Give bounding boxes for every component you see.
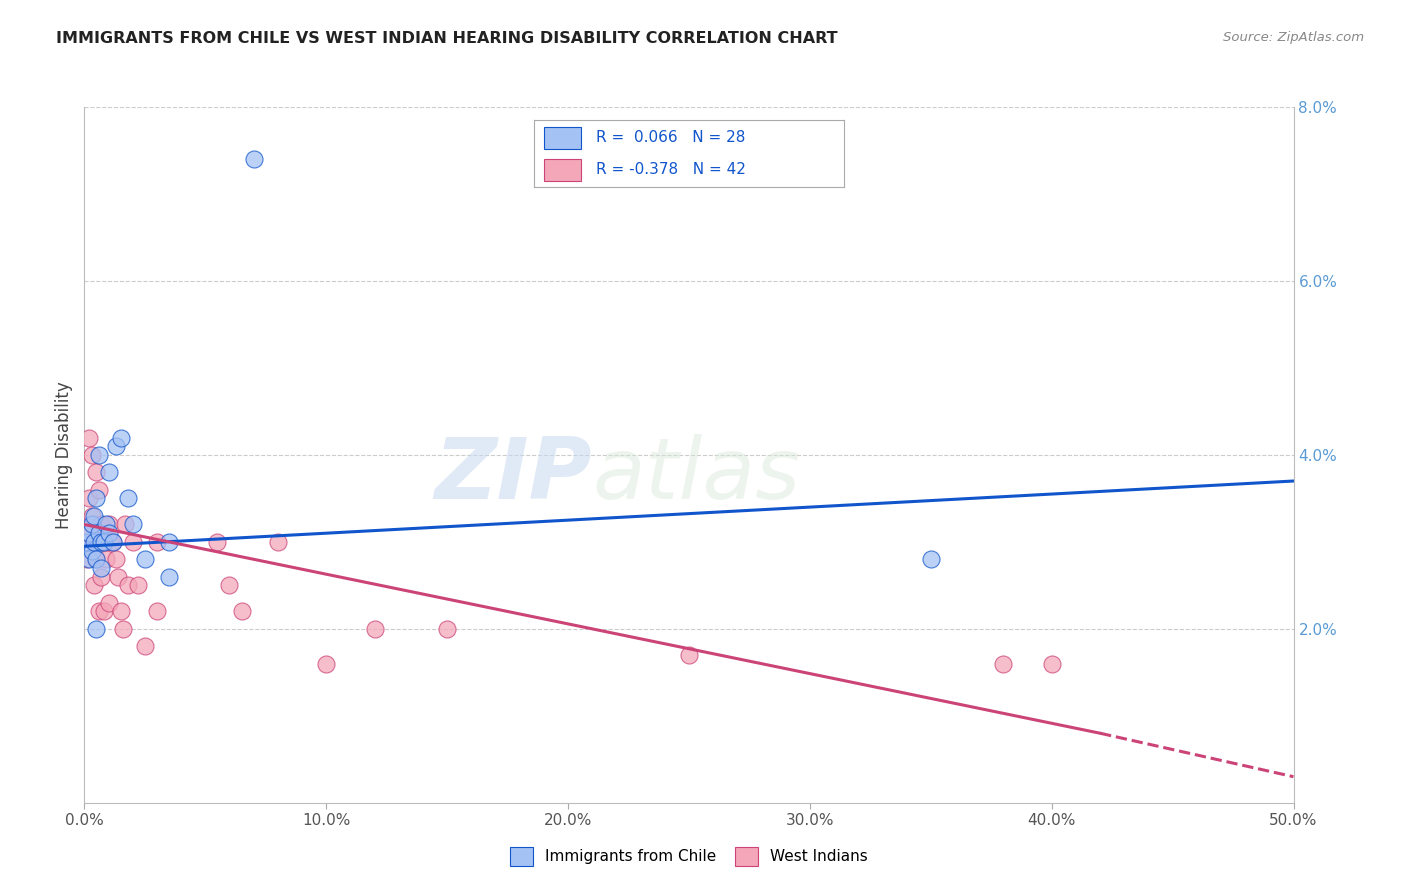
Point bbox=[83, 535, 105, 549]
Point bbox=[80, 543, 103, 558]
Legend: Immigrants from Chile, West Indians: Immigrants from Chile, West Indians bbox=[503, 841, 875, 871]
Point bbox=[114, 517, 136, 532]
Point bbox=[121, 535, 143, 549]
Point bbox=[86, 622, 108, 636]
Point bbox=[103, 535, 125, 549]
Point bbox=[146, 535, 169, 549]
Point bbox=[80, 448, 103, 462]
Point bbox=[920, 552, 942, 566]
Point bbox=[100, 535, 122, 549]
Bar bbox=[544, 127, 581, 148]
Point bbox=[231, 605, 253, 619]
Point bbox=[117, 578, 139, 592]
Text: ZIP: ZIP bbox=[434, 434, 592, 517]
Point bbox=[83, 508, 105, 523]
Point bbox=[93, 535, 115, 549]
Point bbox=[104, 552, 127, 566]
Point bbox=[77, 431, 100, 445]
Point bbox=[112, 622, 135, 636]
Point bbox=[83, 578, 105, 592]
Point bbox=[97, 596, 120, 610]
Point bbox=[678, 648, 700, 662]
Point bbox=[97, 526, 120, 541]
Point bbox=[218, 578, 240, 592]
Point bbox=[86, 552, 108, 566]
Point bbox=[103, 535, 125, 549]
Point bbox=[134, 552, 156, 566]
Point bbox=[87, 448, 110, 462]
Point bbox=[436, 622, 458, 636]
Point bbox=[77, 552, 100, 566]
Point bbox=[86, 491, 108, 506]
Point bbox=[94, 552, 117, 566]
Point bbox=[90, 561, 112, 575]
Point bbox=[157, 535, 180, 549]
Point bbox=[363, 622, 385, 636]
Point bbox=[110, 431, 132, 445]
Point bbox=[207, 535, 229, 549]
Point bbox=[117, 491, 139, 506]
Point bbox=[1040, 657, 1063, 671]
Text: Source: ZipAtlas.com: Source: ZipAtlas.com bbox=[1223, 31, 1364, 45]
Text: IMMIGRANTS FROM CHILE VS WEST INDIAN HEARING DISABILITY CORRELATION CHART: IMMIGRANTS FROM CHILE VS WEST INDIAN HEA… bbox=[56, 31, 838, 46]
Point bbox=[90, 517, 112, 532]
Point bbox=[146, 605, 169, 619]
Point bbox=[94, 517, 117, 532]
Y-axis label: Hearing Disability: Hearing Disability bbox=[55, 381, 73, 529]
Text: atlas: atlas bbox=[592, 434, 800, 517]
Point bbox=[97, 466, 120, 480]
Point bbox=[90, 570, 112, 584]
Point bbox=[267, 535, 290, 549]
Point bbox=[993, 657, 1015, 671]
Point bbox=[157, 570, 180, 584]
Point bbox=[121, 517, 143, 532]
Point bbox=[86, 466, 108, 480]
Point bbox=[76, 526, 98, 541]
Point bbox=[93, 535, 115, 549]
Point bbox=[77, 526, 100, 541]
Text: R = -0.378   N = 42: R = -0.378 N = 42 bbox=[596, 162, 747, 178]
Point bbox=[127, 578, 149, 592]
Point bbox=[107, 570, 129, 584]
Point bbox=[87, 526, 110, 541]
Point bbox=[90, 535, 112, 549]
Point bbox=[83, 535, 105, 549]
Bar bbox=[544, 159, 581, 180]
Point bbox=[87, 605, 110, 619]
Point bbox=[242, 152, 264, 166]
Text: R =  0.066   N = 28: R = 0.066 N = 28 bbox=[596, 130, 745, 145]
Point bbox=[80, 508, 103, 523]
Point bbox=[77, 491, 100, 506]
Point bbox=[80, 517, 103, 532]
Point bbox=[315, 657, 337, 671]
Point bbox=[76, 535, 98, 549]
Point bbox=[76, 552, 98, 566]
Point bbox=[134, 639, 156, 653]
Point bbox=[110, 605, 132, 619]
Point bbox=[93, 605, 115, 619]
Point bbox=[104, 439, 127, 453]
Point bbox=[97, 517, 120, 532]
Point bbox=[87, 483, 110, 497]
Point bbox=[86, 552, 108, 566]
